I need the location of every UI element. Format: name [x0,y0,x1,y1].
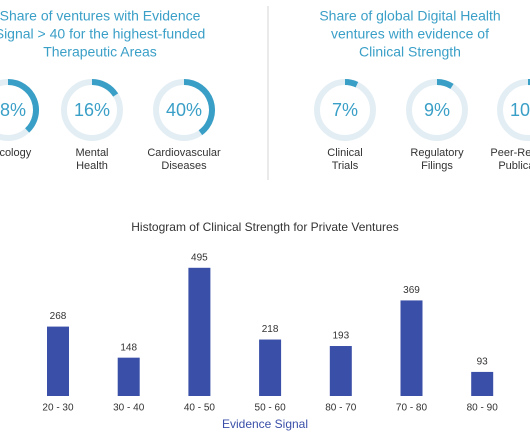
histogram-title: Histogram of Clinical Strength for Priva… [131,220,398,234]
donut-arc [183,79,215,136]
donut-label: Clinical [327,147,362,159]
donut-arc [344,79,359,88]
donut-arc [527,79,530,86]
data-label: 93 [477,357,489,368]
bar [117,357,140,396]
donut-label: Mental [75,147,108,159]
donut-value: 40% [166,100,202,120]
data-label: 148 [120,342,137,353]
donut-value: 10% [510,100,530,120]
x-tick-label: 80 - 70 [325,403,357,414]
donut-label: Health [76,160,108,172]
bar [329,346,352,396]
donut-arc [91,79,119,97]
data-label: 268 [50,311,67,322]
donut-label: Cardiovascular [147,147,221,159]
data-label: 369 [403,285,420,296]
x-tick-label: 30 - 40 [113,403,145,414]
x-axis-label: Evidence Signal [222,417,308,431]
donut-arc [436,79,454,89]
panel-title: Clinical Strength [359,44,461,60]
bar [400,300,423,396]
bar [259,339,282,396]
donut-label: Oncology [0,147,32,159]
data-label: 193 [332,331,349,342]
bar [188,267,211,396]
data-label: 495 [191,252,208,263]
donut-label: Diseases [161,160,207,172]
donut-value: 38% [0,100,26,120]
donut-label: Filings [421,160,453,172]
donut-arc [7,79,39,133]
data-label: 218 [262,324,279,335]
panel-title: Signal > 40 for the highest-funded [0,26,205,42]
x-tick-label: 40 - 50 [184,403,216,414]
x-tick-label: 70 - 80 [396,403,428,414]
x-tick-label: 20 - 30 [42,403,74,414]
donut-label: Trials [332,160,359,172]
donut-value: 16% [74,100,110,120]
panel-title: Share of global Digital Health [319,8,500,24]
bar [471,371,494,396]
donut-value: 9% [424,100,450,120]
donut-label: Peer-Reviewed [490,147,530,159]
donut-label: Publications [498,160,530,172]
x-tick-label: 80 - 90 [467,403,499,414]
bar [47,326,69,396]
panel-title: Therapeutic Areas [43,44,157,60]
donut-value: 7% [332,100,358,120]
panel-title: Share of ventures with Evidence [0,8,201,24]
x-tick-label: 50 - 60 [255,403,287,414]
donut-label: Regulatory [410,147,464,159]
panel-title: ventures with evidence of [331,26,489,42]
